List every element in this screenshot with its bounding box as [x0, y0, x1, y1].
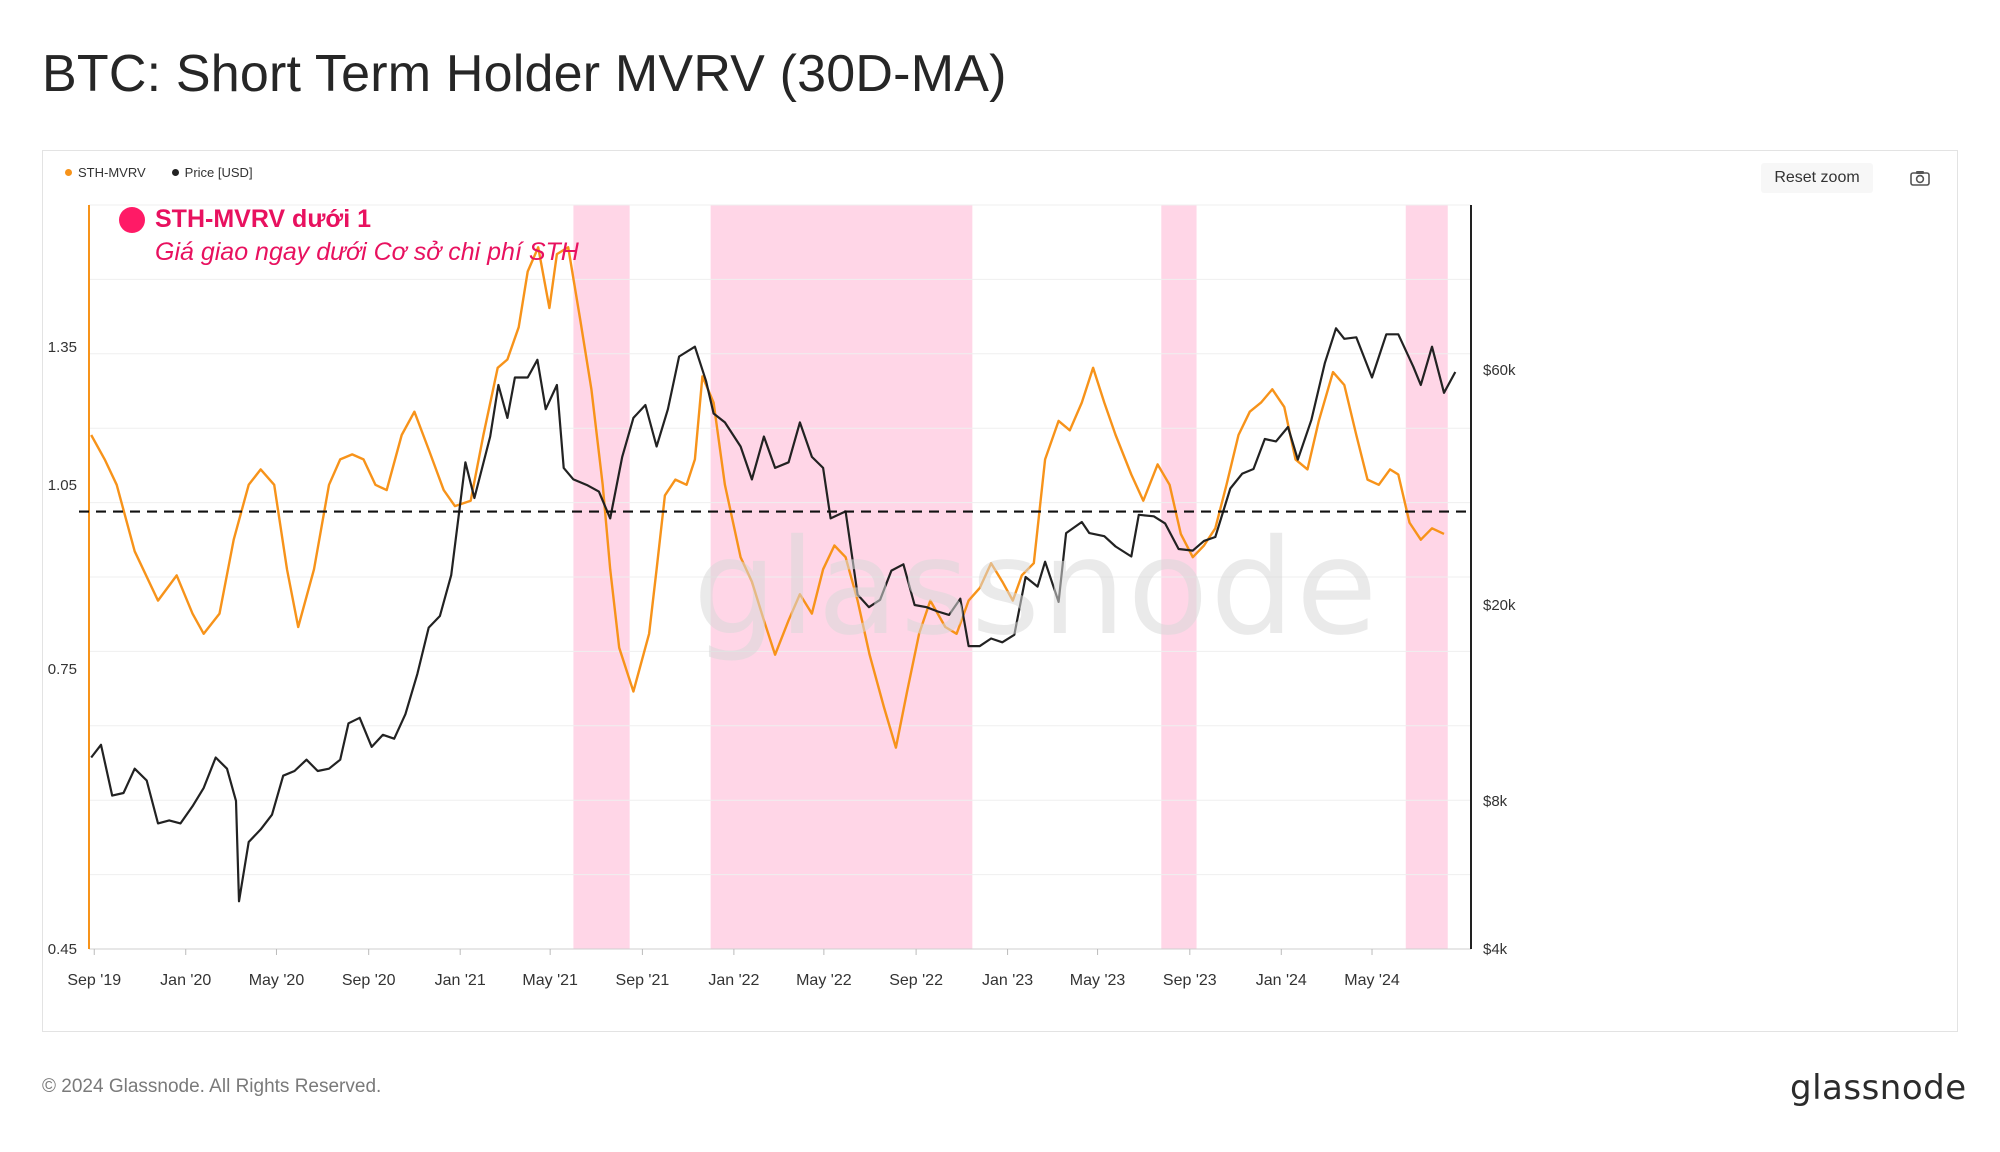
x-tick-label: Sep '22: [889, 972, 943, 989]
x-tick-label: Sep '20: [342, 972, 396, 989]
annotation-subtitle: Giá giao ngay dưới Cơ sở chi phí STH: [155, 238, 579, 266]
y-left-tick-label: 1.35: [48, 339, 77, 356]
legend-dot-icon: [65, 169, 72, 176]
chart-annotation: STH-MVRV dưới 1 Giá giao ngay dưới Cơ sở…: [119, 205, 579, 267]
x-tick-label: May '22: [796, 972, 852, 989]
x-tick-label: Jan '20: [160, 972, 211, 989]
copyright-text: © 2024 Glassnode. All Rights Reserved.: [42, 1076, 382, 1097]
series-line-sth-mvrv[interactable]: [90, 246, 1445, 749]
x-tick-label: Jan '22: [708, 972, 759, 989]
y-right-tick-label: $4k: [1483, 941, 1508, 958]
reset-zoom-button[interactable]: Reset zoom: [1761, 163, 1873, 193]
x-tick-label: May '20: [249, 972, 305, 989]
camera-icon[interactable]: [1905, 163, 1935, 193]
x-tick-label: Jan '21: [435, 972, 486, 989]
y-left-tick-label: 0.75: [48, 661, 77, 678]
chart-legend: STH-MVRV Price [USD]: [65, 165, 253, 180]
watermark: glassnode: [693, 511, 1380, 665]
legend-label-price: Price [USD]: [184, 165, 253, 180]
x-tick-label: Jan '24: [1256, 972, 1307, 989]
legend-item-price[interactable]: Price [USD]: [171, 165, 253, 180]
y-left-tick-label: 0.45: [48, 941, 77, 958]
page-title: BTC: Short Term Holder MVRV (30D-MA): [42, 45, 1007, 103]
series-line-price[interactable]: [90, 327, 1457, 903]
x-tick-label: Sep '23: [1163, 972, 1217, 989]
x-tick-label: Sep '19: [67, 972, 121, 989]
x-tick-label: May '21: [522, 972, 578, 989]
legend-item-sth-mvrv[interactable]: STH-MVRV: [65, 165, 146, 180]
y-right-tick-label: $60k: [1483, 362, 1516, 379]
x-tick-label: May '24: [1344, 972, 1400, 989]
legend-dot-icon: [171, 169, 179, 176]
x-tick-label: Sep '21: [616, 972, 670, 989]
chart-canvas[interactable]: Sep '19 Jan '20 May '20 Sep '20 Jan '21 May '…: [43, 151, 1957, 1031]
annotation-title: STH-MVRV dưới 1: [155, 205, 371, 233]
glassnode-logo: glassnode: [1790, 1068, 1967, 1108]
x-tick-label: Jan '23: [982, 972, 1033, 989]
x-tick-label: May '23: [1070, 972, 1126, 989]
y-right-tick-label: $20k: [1483, 597, 1516, 614]
annotation-dot-icon: [119, 206, 145, 233]
y-left-tick-label: 1.05: [48, 477, 77, 494]
chart-card: Sep '19 Jan '20 May '20 Sep '20 Jan '21 May '…: [42, 150, 1958, 1032]
legend-label-sth-mvrv: STH-MVRV: [78, 165, 146, 180]
y-right-tick-label: $8k: [1483, 793, 1508, 810]
